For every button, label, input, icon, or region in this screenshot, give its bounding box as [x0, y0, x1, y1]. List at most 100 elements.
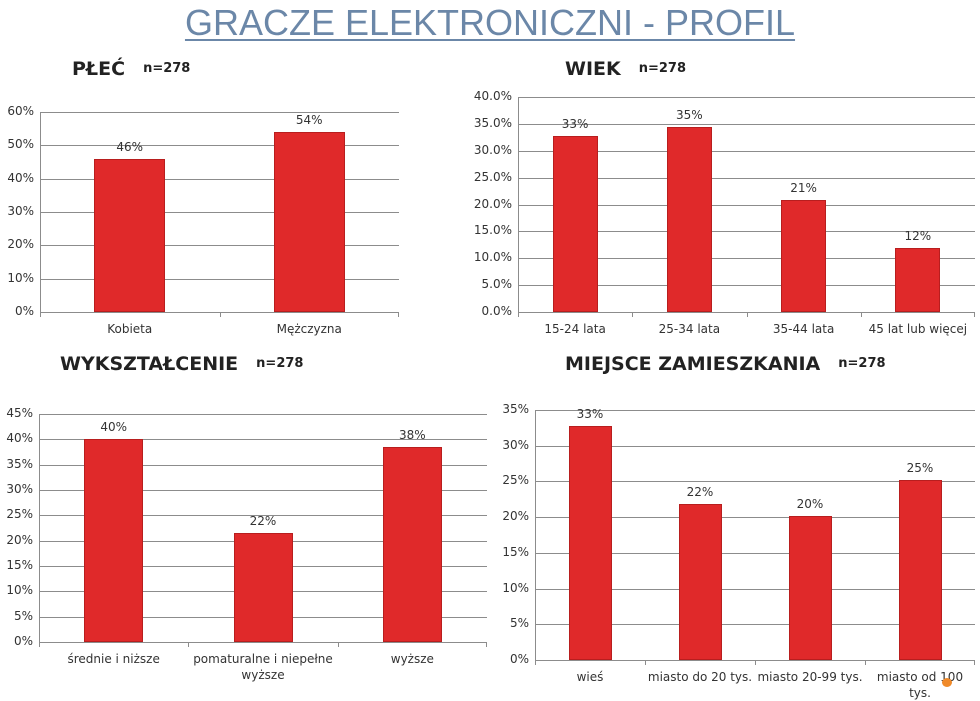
chart-heading: WIEK n=278 [565, 58, 686, 80]
bar-35-44-lata [781, 200, 827, 312]
y-tick-label: 15% [6, 558, 33, 572]
gridline [535, 410, 975, 411]
x-axis-tick [974, 312, 975, 317]
y-axis [518, 97, 519, 312]
x-category-label: Mężczyzna [276, 322, 342, 336]
y-tick-label: 40% [6, 431, 33, 446]
bar-value-label: 33% [576, 407, 604, 422]
bar-value-label: 33% [561, 117, 589, 132]
gridline [39, 642, 487, 643]
y-tick-label: 15% [502, 544, 529, 559]
y-tick-label: 50% [7, 137, 34, 152]
x-axis-tick [486, 642, 487, 647]
y-tick-label: 40% [7, 170, 34, 185]
x-axis-tick [860, 312, 862, 317]
x-category-label: miasto 20-99 tys. [757, 670, 863, 684]
bar-pomaturalne-i-niepełne-wyższe [233, 532, 293, 642]
y-tick-label: 10% [7, 270, 34, 285]
gridline [535, 552, 975, 554]
gridline [518, 97, 975, 98]
bar-value-label: 54% [295, 113, 323, 127]
gridline [535, 481, 975, 483]
gridline [40, 178, 399, 180]
y-tick-label: 40.0% [473, 89, 512, 103]
gridline [40, 145, 399, 147]
x-axis-tick [865, 660, 866, 665]
gridline [39, 439, 487, 441]
chart-title: MIEJSCE ZAMIESZKANIA [565, 353, 821, 375]
y-tick-label: 5% [509, 616, 529, 631]
chart-plot-wiek [518, 97, 975, 317]
gridline [40, 212, 399, 213]
x-category-label: miasto do 20 tys. [647, 670, 753, 684]
bar-wieś [568, 426, 612, 660]
bar-value-label: 40% [100, 420, 127, 435]
bar-miasto-do-20-tys- [678, 503, 722, 660]
x-category-label: wyższe [390, 652, 434, 666]
bar-value-label: 35% [676, 107, 703, 122]
x-axis-tick [188, 642, 190, 647]
y-tick-label: 35% [502, 402, 529, 416]
y-tick-label: 30% [502, 437, 529, 452]
orange-dot-artifact [942, 678, 952, 687]
gridline [518, 150, 975, 152]
bar-45-lat-lub-więcej [895, 248, 941, 312]
bar-miasto-20-99-tys- [788, 516, 832, 660]
gridline [535, 517, 975, 519]
y-axis [535, 410, 536, 660]
chart-title: WYKSZTAŁCENIE [60, 353, 239, 375]
x-axis-tick [645, 660, 646, 665]
gridline [40, 278, 399, 280]
bar-value-label: 12% [904, 229, 932, 244]
bar-średnie-i-niższe [84, 439, 144, 642]
bar-wyższe [382, 447, 442, 642]
gridline [518, 285, 975, 287]
x-axis-tick [535, 660, 536, 665]
y-tick-label: 5.0% [481, 277, 513, 292]
y-tick-label: 20% [6, 532, 33, 547]
sample-size-label: n=278 [256, 356, 304, 371]
y-axis [39, 414, 40, 642]
x-category-label: 35-44 lata [772, 322, 835, 336]
y-tick-label: 30.0% [473, 142, 512, 157]
x-axis-tick [219, 312, 221, 317]
x-axis-tick [746, 312, 748, 317]
y-tick-label: 30% [6, 482, 33, 496]
y-tick-label: 20% [502, 509, 529, 524]
x-category-label: miasto od 100 tys. [876, 670, 964, 700]
gridline [39, 515, 487, 517]
y-tick-label: 10.0% [473, 250, 512, 265]
page-title-text: GRACZE ELEKTRONICZNI - PROFIL [184, 2, 796, 43]
bar-value-label: 22% [249, 513, 277, 528]
sample-size-label: n=278 [638, 61, 687, 76]
gridline [518, 123, 975, 125]
chart-heading: MIEJSCE ZAMIESZKANIA n=278 [565, 353, 886, 375]
page-title: GRACZE ELEKTRONICZNI - PROFIL [0, 2, 980, 44]
x-axis-tick [39, 642, 40, 647]
y-tick-label: 20.0% [473, 196, 512, 211]
y-tick-label: 60% [7, 104, 34, 118]
y-tick-label: 0% [13, 634, 33, 648]
gridline [535, 445, 975, 447]
x-category-label: średnie i niższe [67, 652, 160, 666]
x-category-label: Kobieta [107, 322, 153, 336]
sample-size-label: n=278 [143, 61, 191, 76]
bar-value-label: 46% [116, 139, 144, 154]
y-tick-label: 25.0% [473, 169, 512, 184]
bar-kobieta [94, 158, 166, 312]
y-tick-label: 25% [6, 507, 33, 522]
gridline [518, 231, 975, 233]
gridline [518, 258, 975, 260]
bar-25-34-lata [666, 126, 712, 312]
sample-size-label: n=278 [838, 356, 886, 371]
gridline [40, 112, 399, 113]
gridline [39, 490, 487, 491]
bar-mężczyzna [273, 132, 345, 312]
y-tick-label: 0% [509, 652, 529, 666]
bar-value-label: 25% [906, 461, 934, 475]
gridline [535, 624, 975, 626]
x-axis-tick [632, 312, 634, 317]
y-axis [40, 112, 41, 312]
chart-title: PŁEĆ [72, 58, 126, 80]
x-category-label: 25-34 lata [658, 322, 721, 336]
